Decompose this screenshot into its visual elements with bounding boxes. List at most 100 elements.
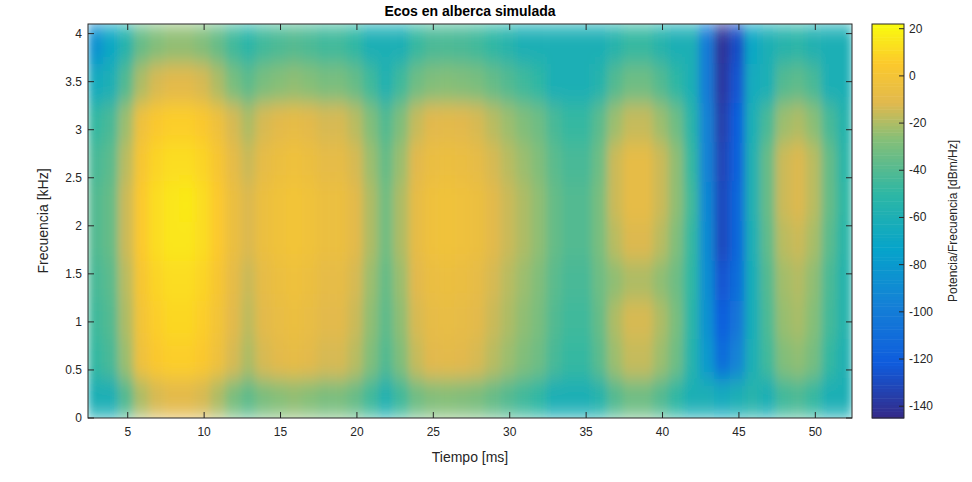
cell bbox=[760, 300, 776, 340]
cell bbox=[806, 142, 822, 182]
cell bbox=[546, 24, 562, 64]
cell bbox=[439, 181, 455, 221]
cell bbox=[516, 24, 532, 64]
x-tick bbox=[356, 24, 357, 30]
colorbar-tick-label: -20 bbox=[909, 116, 927, 130]
cell bbox=[409, 300, 425, 340]
colorbar-step bbox=[872, 293, 904, 297]
cell bbox=[347, 181, 363, 221]
cell bbox=[210, 260, 226, 300]
colorbar-step bbox=[872, 349, 904, 353]
cell bbox=[745, 378, 761, 418]
y-tick bbox=[846, 33, 852, 34]
cell bbox=[302, 103, 318, 143]
cell bbox=[88, 103, 104, 143]
y-tick-label: 1.5 bbox=[65, 267, 82, 281]
cell bbox=[424, 24, 440, 64]
colorbar-step bbox=[872, 356, 904, 360]
cell bbox=[149, 221, 165, 261]
cell bbox=[317, 221, 333, 261]
colorbar-step bbox=[872, 86, 904, 90]
colorbar-step bbox=[872, 168, 904, 172]
cell bbox=[546, 63, 562, 103]
y-tick-label: 0 bbox=[75, 411, 82, 425]
cell bbox=[347, 260, 363, 300]
cell bbox=[806, 339, 822, 379]
cell bbox=[623, 63, 639, 103]
cell bbox=[470, 181, 486, 221]
colorbar-step bbox=[872, 185, 904, 189]
cell bbox=[210, 63, 226, 103]
cell bbox=[821, 378, 837, 418]
cell bbox=[363, 103, 379, 143]
cell bbox=[745, 103, 761, 143]
cell bbox=[623, 24, 639, 64]
cell bbox=[393, 63, 409, 103]
cell bbox=[684, 24, 700, 64]
cell bbox=[791, 378, 807, 418]
cell bbox=[760, 142, 776, 182]
y-tick bbox=[846, 225, 852, 226]
cell bbox=[409, 24, 425, 64]
cell bbox=[668, 63, 684, 103]
colorbar-tick bbox=[899, 406, 904, 407]
cell bbox=[302, 260, 318, 300]
cell bbox=[577, 339, 593, 379]
cell bbox=[103, 300, 119, 340]
cell bbox=[347, 300, 363, 340]
cell bbox=[668, 24, 684, 64]
colorbar-step bbox=[872, 83, 904, 87]
colorbar-tick-label: 0 bbox=[909, 69, 916, 83]
x-tick bbox=[662, 412, 663, 418]
cell bbox=[164, 142, 180, 182]
colorbar-step bbox=[872, 405, 904, 409]
cell bbox=[164, 103, 180, 143]
cell bbox=[546, 142, 562, 182]
cell bbox=[118, 63, 134, 103]
cell bbox=[714, 221, 730, 261]
y-tick bbox=[88, 81, 94, 82]
cell bbox=[286, 378, 302, 418]
cell bbox=[470, 103, 486, 143]
cell bbox=[149, 24, 165, 64]
cell bbox=[271, 103, 287, 143]
cell bbox=[607, 103, 623, 143]
cell bbox=[134, 260, 150, 300]
cell bbox=[363, 260, 379, 300]
colorbar-step bbox=[872, 280, 904, 284]
cell bbox=[836, 24, 852, 64]
cell bbox=[195, 63, 211, 103]
cell bbox=[500, 24, 516, 64]
colorbar-step bbox=[872, 408, 904, 412]
cell bbox=[653, 24, 669, 64]
cell bbox=[347, 63, 363, 103]
cell bbox=[317, 260, 333, 300]
colorbar-step bbox=[872, 149, 904, 153]
cell bbox=[668, 181, 684, 221]
cell bbox=[424, 339, 440, 379]
cell bbox=[638, 378, 654, 418]
colorbar-step bbox=[872, 60, 904, 64]
y-tick-label: 0.5 bbox=[65, 363, 82, 377]
colorbar-step bbox=[872, 136, 904, 140]
cell bbox=[485, 63, 501, 103]
y-tick-label: 2.5 bbox=[65, 171, 82, 185]
cell bbox=[607, 221, 623, 261]
cell bbox=[561, 142, 577, 182]
cell bbox=[439, 260, 455, 300]
cell bbox=[470, 63, 486, 103]
colorbar-step bbox=[872, 44, 904, 48]
colorbar-step bbox=[872, 63, 904, 67]
cell bbox=[225, 181, 241, 221]
cell bbox=[653, 103, 669, 143]
cell bbox=[836, 378, 852, 418]
cell bbox=[561, 181, 577, 221]
cell bbox=[638, 142, 654, 182]
cell bbox=[500, 142, 516, 182]
colorbar-step bbox=[872, 90, 904, 94]
x-tick-label: 40 bbox=[656, 425, 670, 439]
colorbar-step bbox=[872, 306, 904, 310]
cell bbox=[424, 142, 440, 182]
colorbar-step bbox=[872, 323, 904, 327]
cell bbox=[302, 63, 318, 103]
